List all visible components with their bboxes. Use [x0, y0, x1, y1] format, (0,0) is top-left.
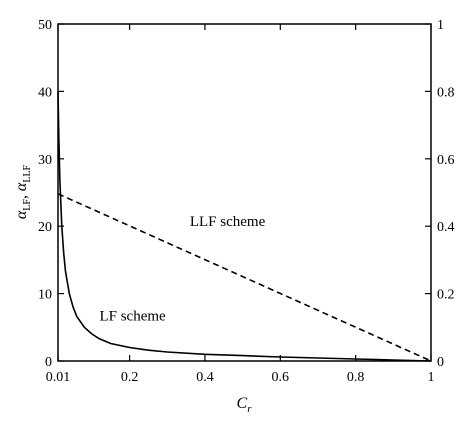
y-right-tick-label: 0.2 [437, 288, 455, 303]
y-left-tick-label: 0 [45, 355, 52, 370]
x-axis-title: Cr [237, 395, 253, 415]
x-tick-label: 0.01 [46, 370, 71, 385]
y-right-tick-label: 1 [437, 18, 444, 33]
x-tick-label: 0.4 [196, 370, 214, 385]
y-right-tick-label: 0.4 [437, 220, 455, 235]
x-tick-label: 0.8 [347, 370, 365, 385]
y-left-tick-label: 30 [38, 153, 52, 168]
x-tick-label: 0.6 [272, 370, 290, 385]
y-right-tick-label: 0.8 [437, 85, 455, 100]
annotation-label: LLF scheme [190, 214, 266, 230]
y-left-tick-label: 50 [38, 18, 52, 33]
tick-marks [57, 23, 432, 362]
annotation-label: LF scheme [99, 309, 166, 325]
plot-frame [57, 23, 432, 362]
y-left-tick-label: 20 [38, 220, 52, 235]
lf-series-line [57, 91, 432, 362]
y-right-tick-label: 0 [437, 355, 444, 370]
y-right-tick-label: 0.6 [437, 153, 455, 168]
series-lines [57, 91, 432, 362]
annotations: LF scheme LLF scheme [99, 214, 265, 324]
x-tick-label: 0.2 [121, 370, 139, 385]
y-left-tick-label: 10 [38, 288, 52, 303]
x-tick-label: 1 [428, 370, 435, 385]
y-left-tick-label: 40 [38, 85, 52, 100]
y-axis-title-left: αLF, αLLF [13, 164, 33, 219]
tick-labels: 0.01 0.2 0.4 0.6 0.8 10102030405000.20.40.60.… [38, 18, 455, 385]
llf-series-line [57, 193, 432, 362]
